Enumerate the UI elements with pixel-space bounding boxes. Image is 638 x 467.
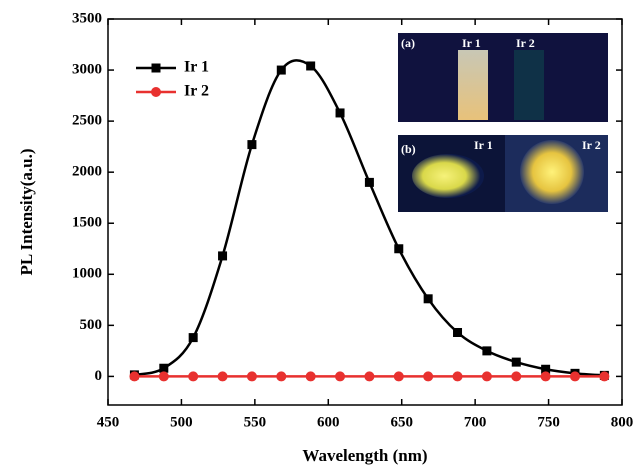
legend-label: Ir 1: [184, 59, 209, 76]
legend-label: Ir 2: [184, 83, 209, 100]
marker: [335, 371, 346, 382]
marker: [423, 294, 433, 304]
inset-sample-label: Ir 1: [474, 138, 493, 152]
inset-sample-label: Ir 1: [462, 36, 481, 50]
marker: [423, 371, 434, 382]
marker: [306, 61, 316, 71]
marker: [305, 371, 316, 382]
legend-marker: [151, 63, 161, 73]
x-tick-label: 750: [537, 414, 560, 430]
marker: [335, 108, 345, 118]
marker: [394, 244, 404, 254]
marker: [453, 327, 463, 337]
marker: [452, 371, 463, 382]
y-tick-label: 3000: [72, 61, 102, 77]
marker: [393, 371, 404, 382]
x-tick-label: 550: [244, 414, 267, 430]
inset-sample-label: Ir 2: [582, 138, 601, 152]
inset-b: [398, 135, 608, 212]
inset-sample-label: Ir 2: [516, 36, 535, 50]
marker: [158, 371, 169, 382]
marker: [129, 371, 140, 382]
marker: [364, 371, 375, 382]
y-tick-label: 500: [80, 317, 103, 333]
marker: [218, 251, 228, 261]
x-tick-label: 650: [390, 414, 413, 430]
x-tick-label: 500: [170, 414, 193, 430]
x-tick-label: 800: [611, 414, 634, 430]
x-tick-label: 600: [317, 414, 340, 430]
marker: [364, 177, 374, 187]
x-tick-label: 700: [464, 414, 487, 430]
inset-label: (b): [401, 142, 416, 156]
marker: [188, 333, 198, 343]
marker: [570, 371, 581, 382]
y-tick-label: 2000: [72, 164, 102, 180]
inset-background: [398, 33, 608, 122]
inset-label: (a): [401, 36, 415, 50]
inset-a: [398, 33, 608, 122]
legend-marker: [151, 87, 161, 97]
y-tick-label: 2500: [72, 113, 102, 129]
marker: [599, 371, 610, 382]
y-tick-label: 3500: [72, 10, 102, 26]
vial: [514, 50, 544, 120]
x-axis-title: Wavelength (nm): [302, 446, 427, 465]
marker: [481, 371, 492, 382]
y-tick-label: 1500: [72, 215, 102, 231]
marker: [511, 371, 522, 382]
marker: [159, 363, 169, 373]
x-tick-label: 450: [97, 414, 120, 430]
powder: [412, 154, 484, 198]
marker: [511, 357, 521, 367]
y-axis-title: PL Intensity(a.u.): [17, 148, 36, 275]
marker: [276, 371, 287, 382]
plot-frame: [107, 18, 623, 406]
y-tick-label: 0: [95, 368, 103, 384]
marker: [217, 371, 228, 382]
marker: [276, 65, 286, 75]
vial: [458, 50, 488, 120]
marker: [540, 371, 551, 382]
marker: [188, 371, 199, 382]
powder: [520, 140, 584, 204]
marker: [247, 140, 257, 150]
marker: [246, 371, 257, 382]
y-tick-label: 1000: [72, 266, 102, 282]
marker: [541, 364, 551, 374]
marker: [482, 346, 492, 356]
